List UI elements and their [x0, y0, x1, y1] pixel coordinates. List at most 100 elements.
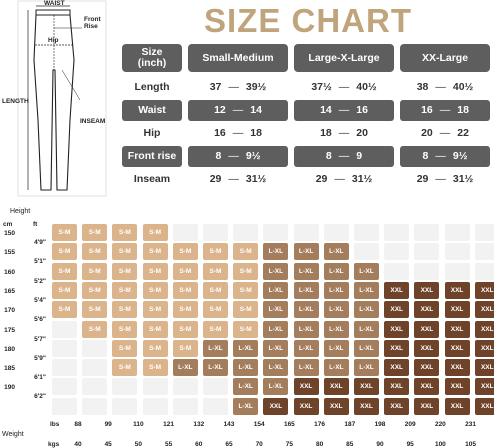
size-value-max: 39½ — [245, 81, 267, 93]
waist-label: WAIST — [44, 0, 65, 7]
weight-kgs-label: 75 — [285, 441, 293, 448]
size-value-min: 12 — [214, 104, 226, 116]
size-value-dash: — — [435, 81, 446, 93]
size-cell-s-m: S-M — [203, 320, 228, 338]
empty-cell — [474, 224, 494, 241]
size-value-min: 37 — [209, 81, 222, 93]
empty-cell — [384, 243, 410, 261]
weight-lbs-label: 99 — [104, 421, 112, 428]
empty-cell — [52, 397, 77, 415]
size-cell-l-xl: L-XL — [323, 301, 349, 319]
size-value-cell: 38 — 40½ — [400, 77, 490, 98]
empty-cell — [112, 397, 138, 415]
size-cell-xxl: XXL — [293, 397, 319, 415]
size-cell-l-xl: L-XL — [203, 359, 228, 377]
empty-cell — [444, 262, 470, 280]
size-cell-xxl: XXL — [474, 397, 494, 415]
size-cell-l-xl: L-XL — [293, 301, 319, 319]
empty-cell — [323, 224, 349, 241]
size-cell-xxl: XXL — [474, 339, 494, 357]
empty-cell — [172, 397, 198, 415]
height-ft-label: 6'1" — [34, 374, 46, 382]
size-cell-l-xl: L-XL — [203, 339, 228, 357]
size-value-cell: 8 — 9½ — [188, 146, 288, 167]
size-cell-s-m: S-M — [52, 301, 77, 319]
weight-kgs-label: 40 — [74, 441, 82, 448]
size-cell-s-m: S-M — [82, 320, 108, 338]
size-cell-l-xl: L-XL — [323, 339, 349, 357]
size-value-max: 9 — [356, 150, 363, 162]
size-unit-header: Size (inch) — [122, 44, 182, 72]
empty-cell — [354, 243, 379, 261]
size-row: Length 37 — 39½ 37½ — 40½ 38 — 40½ — [122, 77, 490, 98]
weight-lbs-label: 88 — [74, 421, 82, 428]
size-cell-l-xl: L-XL — [293, 320, 319, 338]
size-cell-xxl: XXL — [354, 378, 379, 396]
size-cell-xxl: XXL — [444, 339, 470, 357]
weight-lbs-label: 198 — [374, 421, 386, 428]
size-cell-s-m: S-M — [112, 262, 138, 280]
size-cell-l-xl: L-XL — [233, 397, 259, 415]
size-cell-l-xl: L-XL — [293, 281, 319, 299]
size-cell-s-m: S-M — [82, 224, 108, 241]
size-cell-l-xl: L-XL — [323, 320, 349, 338]
size-cell-s-m: S-M — [233, 301, 259, 319]
height-cm-label: 190 — [4, 384, 15, 392]
size-cell-l-xl: L-XL — [233, 378, 259, 396]
leggings-icon — [17, 0, 107, 197]
size-row-label: Waist — [122, 100, 182, 121]
size-value-min: 8 — [325, 150, 332, 162]
size-value-dash: — — [338, 104, 350, 116]
size-cell-l-xl: L-XL — [323, 262, 349, 280]
empty-cell — [112, 378, 138, 396]
size-cell-s-m: S-M — [142, 359, 168, 377]
size-cell-xxl: XXL — [474, 320, 494, 338]
size-cell-xxl: XXL — [384, 281, 410, 299]
size-value-cell: 8 — 9½ — [400, 146, 490, 167]
size-row: Waist 12 — 14 14 — 16 16 — 18 — [122, 100, 490, 121]
size-value-dash: — — [228, 150, 239, 162]
size-cell-s-m: S-M — [52, 224, 77, 241]
size-value-min: 18 — [320, 127, 332, 139]
height-cm-label: 180 — [4, 345, 15, 353]
empty-cell — [82, 339, 108, 357]
empty-cell — [414, 243, 440, 261]
size-value-dash: — — [435, 173, 446, 185]
height-ft-label: 5'6" — [34, 316, 46, 324]
size-value-max: 20 — [356, 127, 368, 139]
size-cell-s-m: S-M — [52, 243, 77, 261]
size-value-max: 18 — [457, 104, 469, 116]
size-value-max: 9½ — [452, 150, 468, 162]
front-rise-label: Front Rise — [84, 16, 101, 30]
size-value-min: 38 — [416, 81, 429, 93]
weight-kgs-label: 55 — [164, 441, 173, 448]
weight-kgs-label: 110 — [488, 441, 494, 448]
size-cell-xxl: XXL — [354, 397, 379, 415]
height-ft-label: 5'1" — [34, 258, 46, 266]
size-cell-l-xl: L-XL — [263, 243, 289, 261]
size-row-label: Hip — [143, 127, 161, 139]
weight-lbs-label: 187 — [344, 421, 356, 428]
empty-cell — [474, 262, 494, 280]
size-cell-l-xl: L-XL — [263, 378, 289, 396]
size-cell-s-m: S-M — [172, 243, 198, 261]
size-value-min: 8 — [422, 150, 429, 162]
size-cell-xxl: XXL — [384, 301, 410, 319]
empty-cell — [142, 378, 168, 396]
size-value-min: 29 — [315, 173, 328, 185]
size-value-max: 9½ — [245, 150, 261, 162]
size-value-cell: 16 — 18 — [400, 100, 490, 121]
size-value-max: 18 — [250, 127, 262, 139]
size-value-min: 29 — [209, 173, 222, 185]
empty-cell — [172, 378, 198, 396]
size-cell-s-m: S-M — [112, 243, 138, 261]
size-cell-l-xl: L-XL — [293, 339, 319, 357]
size-cell-xxl: XXL — [323, 378, 349, 396]
size-row-label: Inseam — [133, 173, 171, 185]
size-cell-l-xl: L-XL — [263, 320, 289, 338]
size-cell-s-m: S-M — [112, 281, 138, 299]
leggings-diagram: WAIST Front Rise Hip LENGTH INSEAM — [0, 0, 118, 200]
size-value-max: 16 — [356, 104, 368, 116]
size-cell-s-m: S-M — [172, 281, 198, 299]
height-ft-label: 6'2" — [34, 393, 46, 401]
